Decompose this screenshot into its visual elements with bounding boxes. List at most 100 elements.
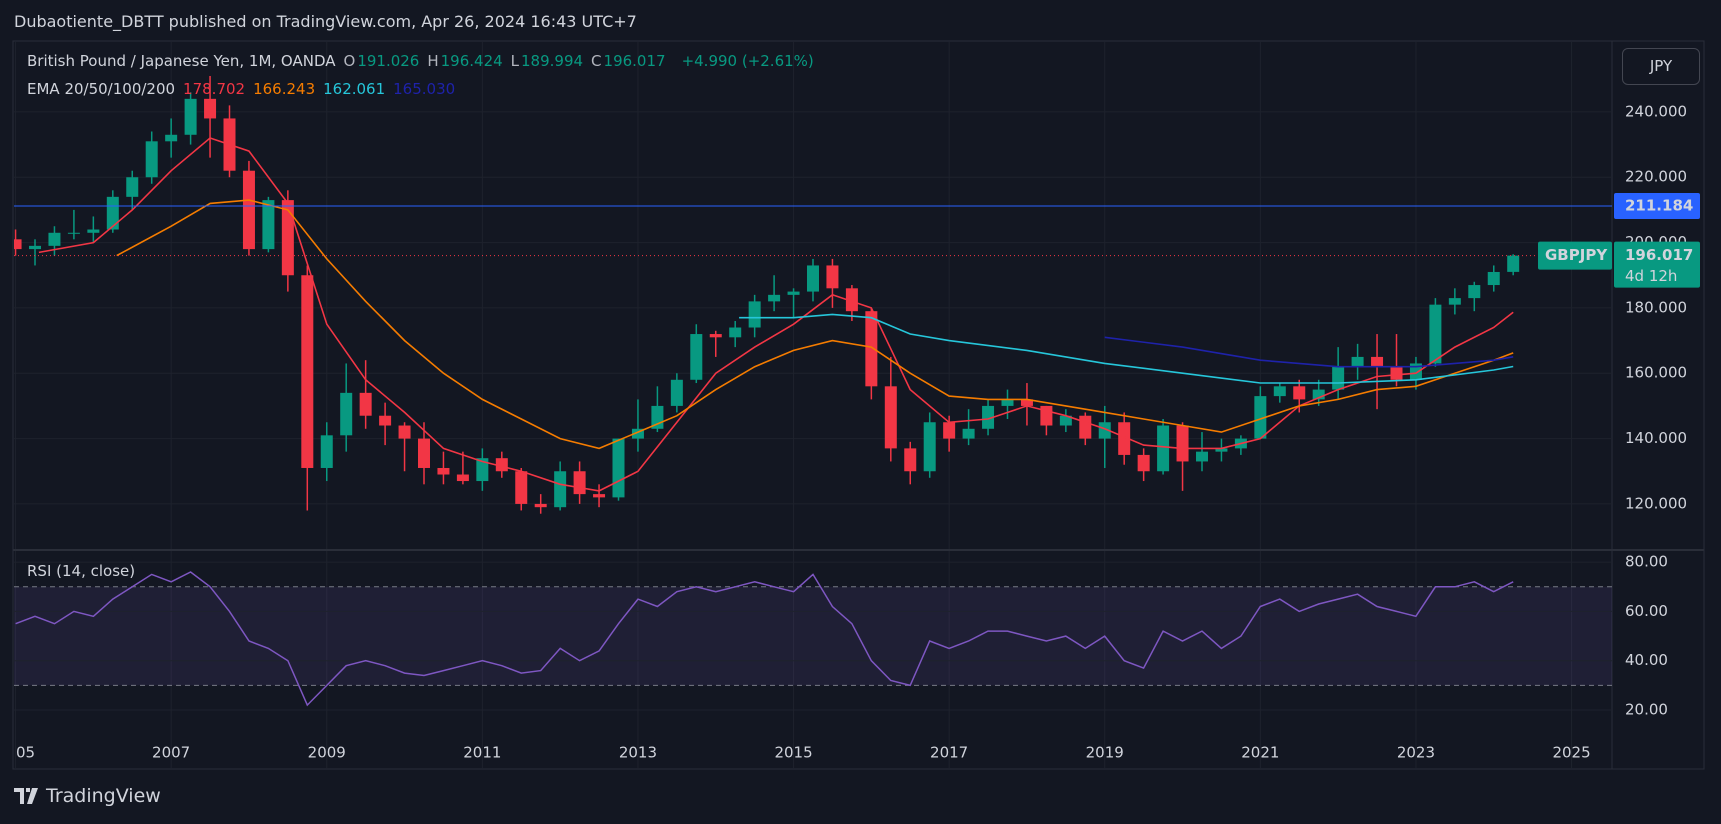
- candle-body: [262, 200, 275, 250]
- candle-body: [320, 435, 333, 468]
- candle-body: [340, 392, 353, 436]
- ema-legend: EMA 20/50/100/200 178.702 166.243 162.061 16…: [27, 80, 463, 98]
- y-tick-label: 160.000: [1625, 364, 1687, 382]
- rsi-label: RSI (14, close): [27, 562, 136, 580]
- candle-body: [554, 471, 567, 508]
- candle-body: [87, 229, 100, 233]
- candle-body: [1059, 415, 1072, 426]
- ema-line: [116, 199, 1514, 450]
- candle-body: [14, 239, 22, 250]
- rsi-pane: [14, 551, 1612, 768]
- symbol-tag: [1538, 241, 1612, 270]
- candle-body: [398, 425, 411, 439]
- candle-body: [1448, 298, 1461, 305]
- ohlc-value: 189.994: [521, 52, 584, 70]
- ohlc-label: H: [427, 52, 439, 70]
- price-pane: [14, 42, 1612, 549]
- y-tick-label: 140.000: [1625, 429, 1687, 447]
- rsi-tick-label: 80.00: [1625, 553, 1668, 571]
- candle-body: [884, 386, 897, 449]
- candle-body: [379, 415, 392, 426]
- x-tick-label: 2015: [774, 744, 812, 762]
- candle-body: [359, 392, 372, 416]
- candle-body: [165, 134, 178, 142]
- countdown: 4d 12h: [1625, 267, 1677, 285]
- ema-value: 165.030: [393, 80, 456, 98]
- x-tick-label: 2009: [308, 744, 346, 762]
- candle-body: [573, 471, 586, 495]
- price-legend: British Pound / Japanese Yen, 1M, OANDA O…: [27, 52, 822, 70]
- candle-body: [437, 467, 450, 475]
- candle-body: [845, 288, 858, 312]
- change: +4.990 (+2.61%): [681, 52, 814, 70]
- candle-body: [242, 170, 255, 250]
- candle-body: [962, 428, 975, 439]
- ema-value: 162.061: [323, 80, 386, 98]
- ohlc-value: 196.017: [603, 52, 666, 70]
- x-tick-label: 2019: [1086, 744, 1124, 762]
- candle-body: [281, 200, 294, 276]
- candle-body: [690, 334, 703, 380]
- ohlc-label: L: [510, 52, 520, 70]
- candle-body: [1040, 405, 1053, 426]
- hline-tag-label: 211.184: [1625, 197, 1693, 215]
- x-tick-label: 2025: [1552, 744, 1590, 762]
- candle-body: [1371, 356, 1384, 367]
- rsi-tick-label: 60.00: [1625, 602, 1668, 620]
- candle-body: [29, 245, 42, 250]
- candle-body: [826, 265, 839, 289]
- frame: [12, 40, 1705, 770]
- candle-body: [48, 232, 61, 246]
- candle-body: [1254, 396, 1267, 439]
- ohlc-label: C: [591, 52, 602, 70]
- candle-body: [418, 438, 431, 468]
- y-tick-label: 180.000: [1625, 298, 1687, 316]
- x-tick-label: 2017: [930, 744, 968, 762]
- candle-body: [1118, 422, 1131, 455]
- candle-body: [534, 503, 547, 508]
- candle-body: [787, 291, 800, 295]
- y-tick-label: 240.000: [1625, 102, 1687, 120]
- byline: Dubaotiente_DBTT published on TradingVie…: [14, 12, 637, 31]
- candle-body: [1195, 451, 1208, 462]
- candle-body: [145, 141, 158, 178]
- x-tick-label: 2011: [463, 744, 501, 762]
- x-tick-label: 2013: [619, 744, 657, 762]
- x-tick-label: 2021: [1241, 744, 1279, 762]
- candle-body: [1273, 386, 1286, 397]
- candle-body: [1001, 399, 1014, 406]
- candle-body: [865, 311, 878, 387]
- candle-body: [1215, 448, 1228, 452]
- logo: [14, 788, 38, 804]
- candle-body: [1390, 366, 1403, 380]
- candle-body: [1020, 399, 1033, 406]
- candle-body: [1429, 304, 1442, 364]
- candle-body: [807, 265, 819, 292]
- candle-body: [748, 301, 761, 328]
- candle-body: [904, 448, 917, 472]
- candle-body: [709, 334, 722, 338]
- candle-body: [1079, 415, 1092, 439]
- candle-body: [456, 474, 469, 482]
- x-tick-label: 05: [16, 744, 35, 762]
- instrument: British Pound / Japanese Yen, 1M, OANDA: [27, 52, 336, 70]
- symbol-tag-label: GBPJPY: [1545, 246, 1608, 264]
- candle-body: [593, 494, 606, 498]
- currency-button[interactable]: JPY: [1622, 48, 1700, 85]
- rsi-band-fill: [14, 586, 1612, 686]
- candle-body: [768, 294, 781, 302]
- rsi-line: [15, 571, 1514, 707]
- candle-body: [1487, 271, 1500, 286]
- candle-body: [729, 327, 742, 338]
- candle-body: [301, 275, 314, 468]
- candle-body: [1468, 285, 1481, 299]
- candle-body: [106, 196, 119, 230]
- candle-body: [476, 458, 489, 482]
- rsi-tick-label: 20.00: [1625, 701, 1668, 719]
- x-tick-label: 2023: [1397, 744, 1435, 762]
- candle-body: [612, 438, 625, 498]
- candle-body: [495, 458, 508, 472]
- candle-body: [1312, 389, 1325, 400]
- candle-body: [67, 232, 80, 234]
